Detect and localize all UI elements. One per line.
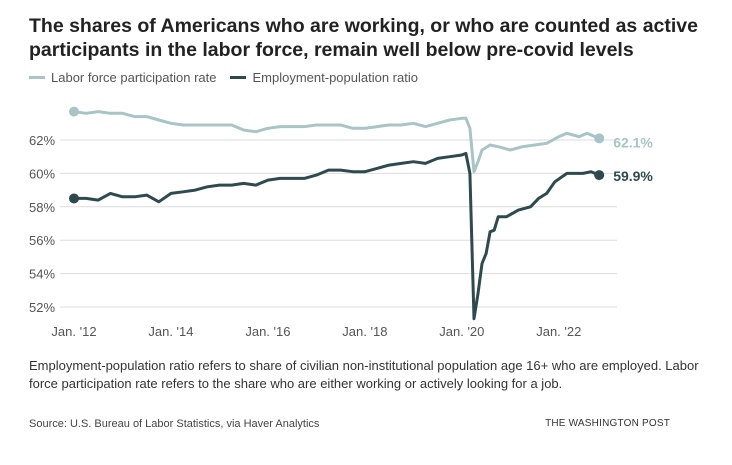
end-point-marker <box>594 170 605 181</box>
y-tick-label: 62% <box>29 133 55 148</box>
x-tick-label: Jan. '14 <box>148 324 193 339</box>
legend-label: Labor force participation rate <box>51 70 217 85</box>
y-tick-label: 56% <box>29 233 55 248</box>
y-tick-label: 58% <box>29 200 55 215</box>
x-tick-label: Jan. '12 <box>51 324 96 339</box>
series-line-employment-population <box>74 151 600 321</box>
end-value-label: 62.1% <box>613 134 653 150</box>
y-tick-label: 54% <box>29 267 55 282</box>
x-tick-label: Jan. '20 <box>439 324 484 339</box>
x-tick-label: Jan. '18 <box>342 324 387 339</box>
end-value-label: 59.9% <box>613 168 653 184</box>
legend: Labor force participation rate Employmen… <box>29 70 432 85</box>
legend-item-epop: Employment-population ratio <box>230 70 418 85</box>
chart-title: The shares of Americans who are working,… <box>29 15 698 61</box>
x-tick-label: Jan. '22 <box>536 324 581 339</box>
x-tick-label: Jan. '16 <box>245 324 290 339</box>
source-text: Source: U.S. Bureau of Labor Statistics,… <box>29 418 320 430</box>
publisher-credit: THE WASHINGTON POST <box>545 418 670 429</box>
y-tick-label: 52% <box>29 300 55 315</box>
legend-swatch <box>230 76 247 79</box>
end-point-marker <box>594 133 605 144</box>
chart-note: Employment-population ratio refers to sh… <box>29 358 699 391</box>
start-point-marker <box>69 193 79 204</box>
start-point-marker <box>69 106 79 117</box>
legend-label: Employment-population ratio <box>252 70 418 85</box>
y-tick-label: 60% <box>29 166 55 181</box>
legend-item-lfpr: Labor force participation rate <box>29 70 216 85</box>
series-line-participation-rate <box>73 110 600 174</box>
legend-swatch <box>29 76 45 79</box>
line-chart: 52% 54% 56% 58% 60% 62% Jan. '12 Jan. '14 Jan. '… <box>29 106 653 339</box>
